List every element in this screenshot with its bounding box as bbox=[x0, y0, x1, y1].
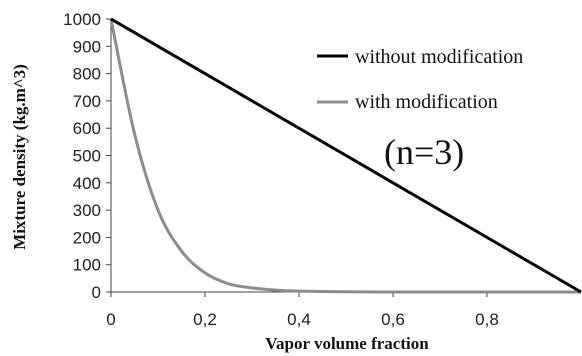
x-tick-label: 0 bbox=[106, 310, 115, 329]
y-axis-title: Mixture density (kg.m^3) bbox=[10, 64, 29, 250]
y-tick-label: 800 bbox=[73, 65, 101, 84]
series-line-with-modification bbox=[109, 18, 581, 294]
x-tick-label: 0,2 bbox=[193, 310, 217, 329]
y-tick-label: 600 bbox=[73, 119, 101, 138]
y-tick-label: 300 bbox=[73, 201, 101, 220]
series-layer bbox=[109, 17, 582, 294]
x-axis-ticks: 0 0,2 0,4 0,6 0,8 bbox=[106, 292, 499, 329]
y-tick-label: 200 bbox=[73, 228, 101, 247]
y-tick-label: 0 bbox=[92, 283, 101, 302]
y-tick-label: 100 bbox=[73, 256, 101, 275]
y-tick-label: 500 bbox=[73, 147, 101, 166]
series-line-without-modification bbox=[110, 17, 582, 294]
x-tick-label: 0,4 bbox=[287, 310, 311, 329]
y-tick-label: 900 bbox=[73, 37, 101, 56]
annotation-n: (n=3) bbox=[384, 132, 464, 172]
x-tick-label: 0,6 bbox=[381, 310, 405, 329]
legend: without modification with modification bbox=[317, 46, 523, 113]
y-tick-label: 700 bbox=[73, 92, 101, 111]
y-tick-label: 1000 bbox=[63, 10, 101, 29]
legend-label-with-modification: with modification bbox=[355, 91, 498, 113]
x-tick-label: 0,8 bbox=[475, 310, 499, 329]
y-axis-ticks: 0 100 200 300 400 500 600 700 800 900 1000 bbox=[63, 10, 111, 302]
y-tick-label: 400 bbox=[73, 174, 101, 193]
legend-label-without-modification: without modification bbox=[355, 46, 523, 68]
x-axis-title: Vapor volume fraction bbox=[265, 334, 429, 353]
